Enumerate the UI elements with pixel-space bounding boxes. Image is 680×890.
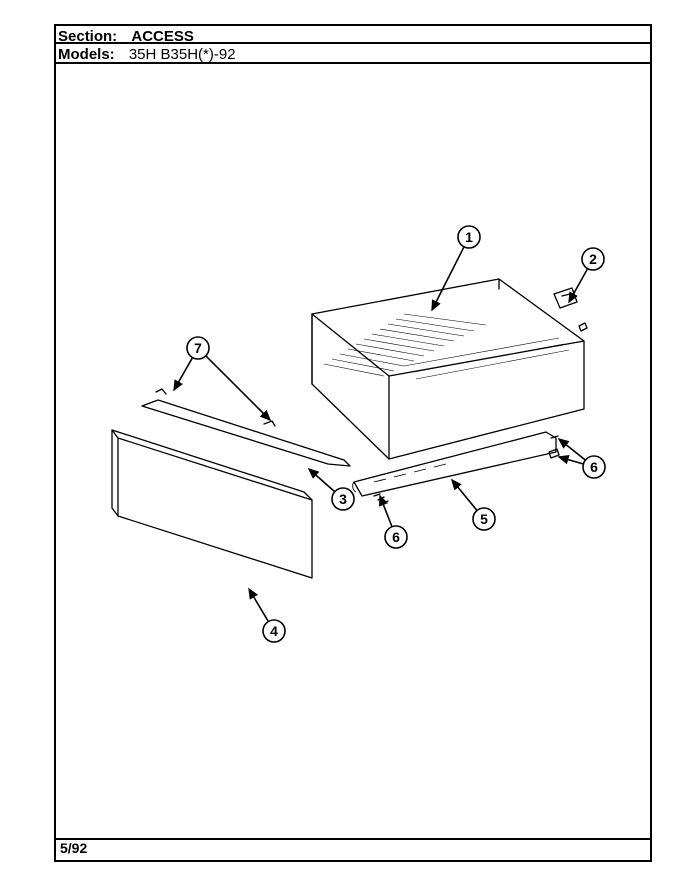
svg-text:5: 5: [480, 511, 488, 527]
models-row: Models: 35H B35H(*)-92: [58, 46, 650, 63]
svg-text:6: 6: [392, 529, 400, 545]
page: Section: ACCESS Models: 35H B35H(*)-92 5…: [0, 0, 680, 890]
svg-text:2: 2: [589, 251, 597, 267]
svg-text:4: 4: [270, 623, 278, 639]
svg-text:7: 7: [194, 340, 202, 356]
section-value: ACCESS: [131, 28, 194, 45]
models-value: 35H B35H(*)-92: [129, 46, 236, 63]
footer-text: 5/92: [60, 840, 87, 856]
exploded-view-svg: 1 2 7 3 5 6 6 4: [54, 64, 652, 840]
section-row: Section: ACCESS: [58, 28, 650, 45]
svg-text:1: 1: [465, 229, 473, 245]
svg-text:6: 6: [590, 459, 598, 475]
parts-layer: [112, 279, 587, 578]
section-label: Section:: [58, 28, 117, 45]
models-label: Models:: [58, 46, 115, 63]
svg-text:3: 3: [339, 491, 347, 507]
